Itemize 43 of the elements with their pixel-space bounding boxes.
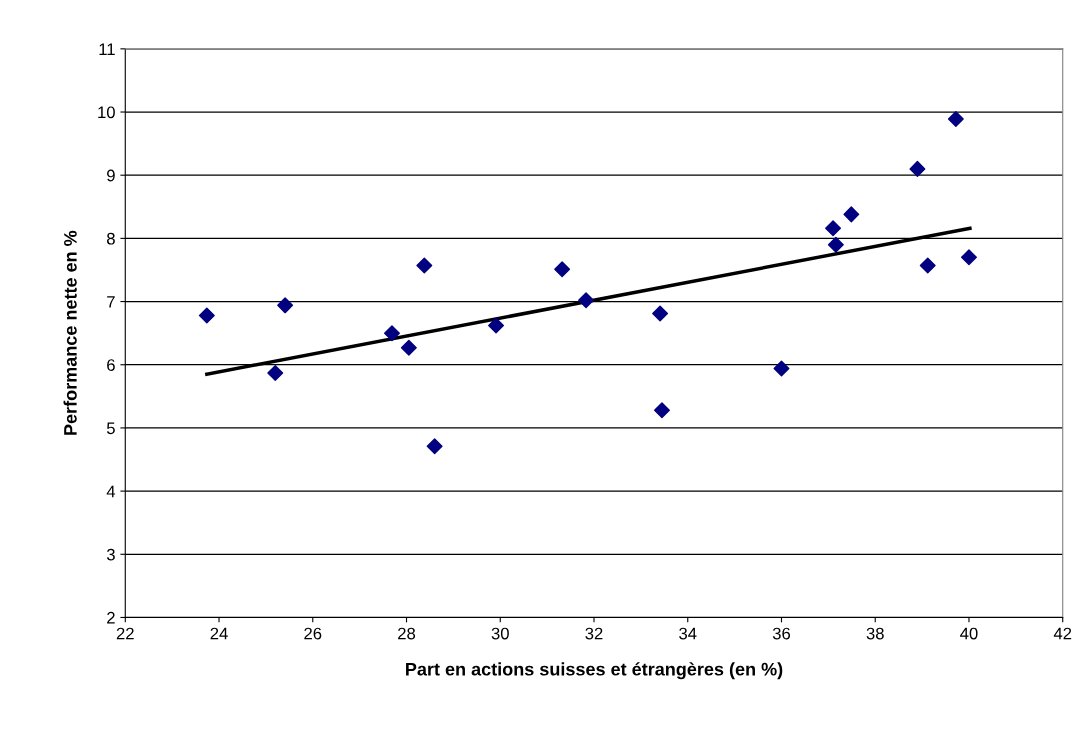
point [960,249,977,266]
point [488,317,505,334]
point [277,297,294,314]
y-tick-label: 10 [98,106,115,119]
y-tick-label: 9 [107,169,115,182]
y-tick-label: 3 [106,548,115,561]
point [909,160,926,177]
y-tick-label: 4 [106,485,116,498]
x-tick-label: 34 [679,627,697,640]
x-tick-label: 36 [772,627,791,640]
x-tick-label: 38 [866,627,884,640]
x-tick-label: 40 [960,627,978,640]
y-axis-title: Performance nette en % [63,230,77,435]
point [267,364,284,381]
point [416,257,433,274]
x-tick-label: 22 [116,627,134,640]
point [827,236,844,253]
point [384,325,400,342]
y-tick-label: 11 [99,43,115,55]
x-tick-label: 24 [210,627,228,640]
y-tick-label: 5 [106,422,115,435]
x-tick-label: 30 [491,627,509,640]
point [426,438,443,455]
x-tick-label: 32 [585,627,603,640]
point [825,220,842,237]
point [947,110,964,127]
x-tick-label: 28 [398,627,416,640]
point [554,261,571,278]
y-tick-label: 8 [107,232,115,245]
point [198,307,215,324]
x-tick-label: 42 [1053,627,1072,640]
x-axis-title: Part en actions suisses et étrangères (en %) [406,662,783,680]
point [653,402,670,419]
x-tick-label: 26 [304,627,322,640]
y-tick-label: 6 [107,359,115,371]
point [919,257,936,274]
y-tick-label: 7 [107,296,115,308]
y-tick-label: 2 [107,611,115,624]
point [773,360,790,377]
point [578,292,595,309]
point [652,305,669,322]
point [400,339,417,356]
point [843,206,860,223]
